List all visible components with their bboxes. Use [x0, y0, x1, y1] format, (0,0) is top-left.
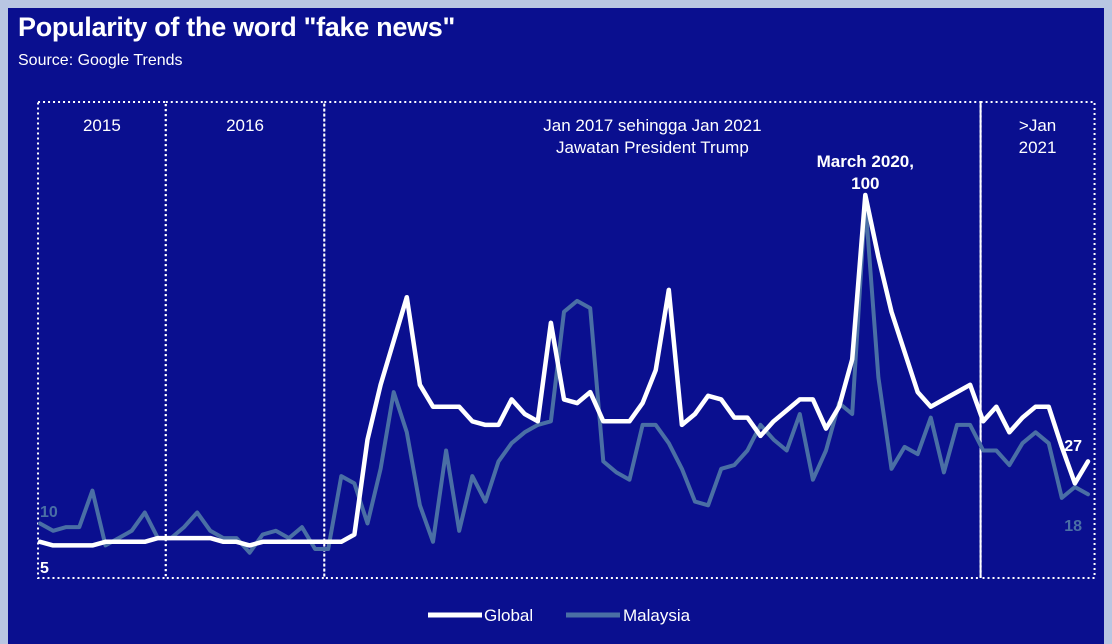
chart-subtitle: Source: Google Trends [18, 52, 183, 69]
period-box-3 [323, 101, 982, 579]
global-end-label: 27 [1064, 438, 1082, 455]
peak-annotation-line-2: 100 [851, 174, 879, 193]
legend-label-global: Global [484, 606, 533, 625]
period-box-2 [164, 101, 326, 579]
series-line-malaysia [38, 200, 1090, 555]
period-label-1-line-1: 2015 [83, 116, 121, 135]
series-line-global [37, 192, 1091, 548]
global-start-label: 5 [40, 560, 49, 577]
peak-annotation-line-1: March 2020, [817, 152, 914, 171]
malaysia-start-label: 10 [40, 504, 58, 521]
legend-label-malaysia: Malaysia [623, 606, 691, 625]
period-label-2-line-1: 2016 [226, 116, 264, 135]
period-label-3-line-2: Jawatan President Trump [556, 138, 749, 157]
period-label-3-line-1: Jan 2017 sehingga Jan 2021 [543, 116, 761, 135]
period-box-4 [979, 101, 1096, 579]
chart-title: Popularity of the word "fake news" [18, 12, 455, 42]
period-label-4-line-1: >Jan [1019, 116, 1056, 135]
period-label-4-line-2: 2021 [1019, 138, 1057, 157]
malaysia-end-label: 18 [1064, 518, 1082, 535]
